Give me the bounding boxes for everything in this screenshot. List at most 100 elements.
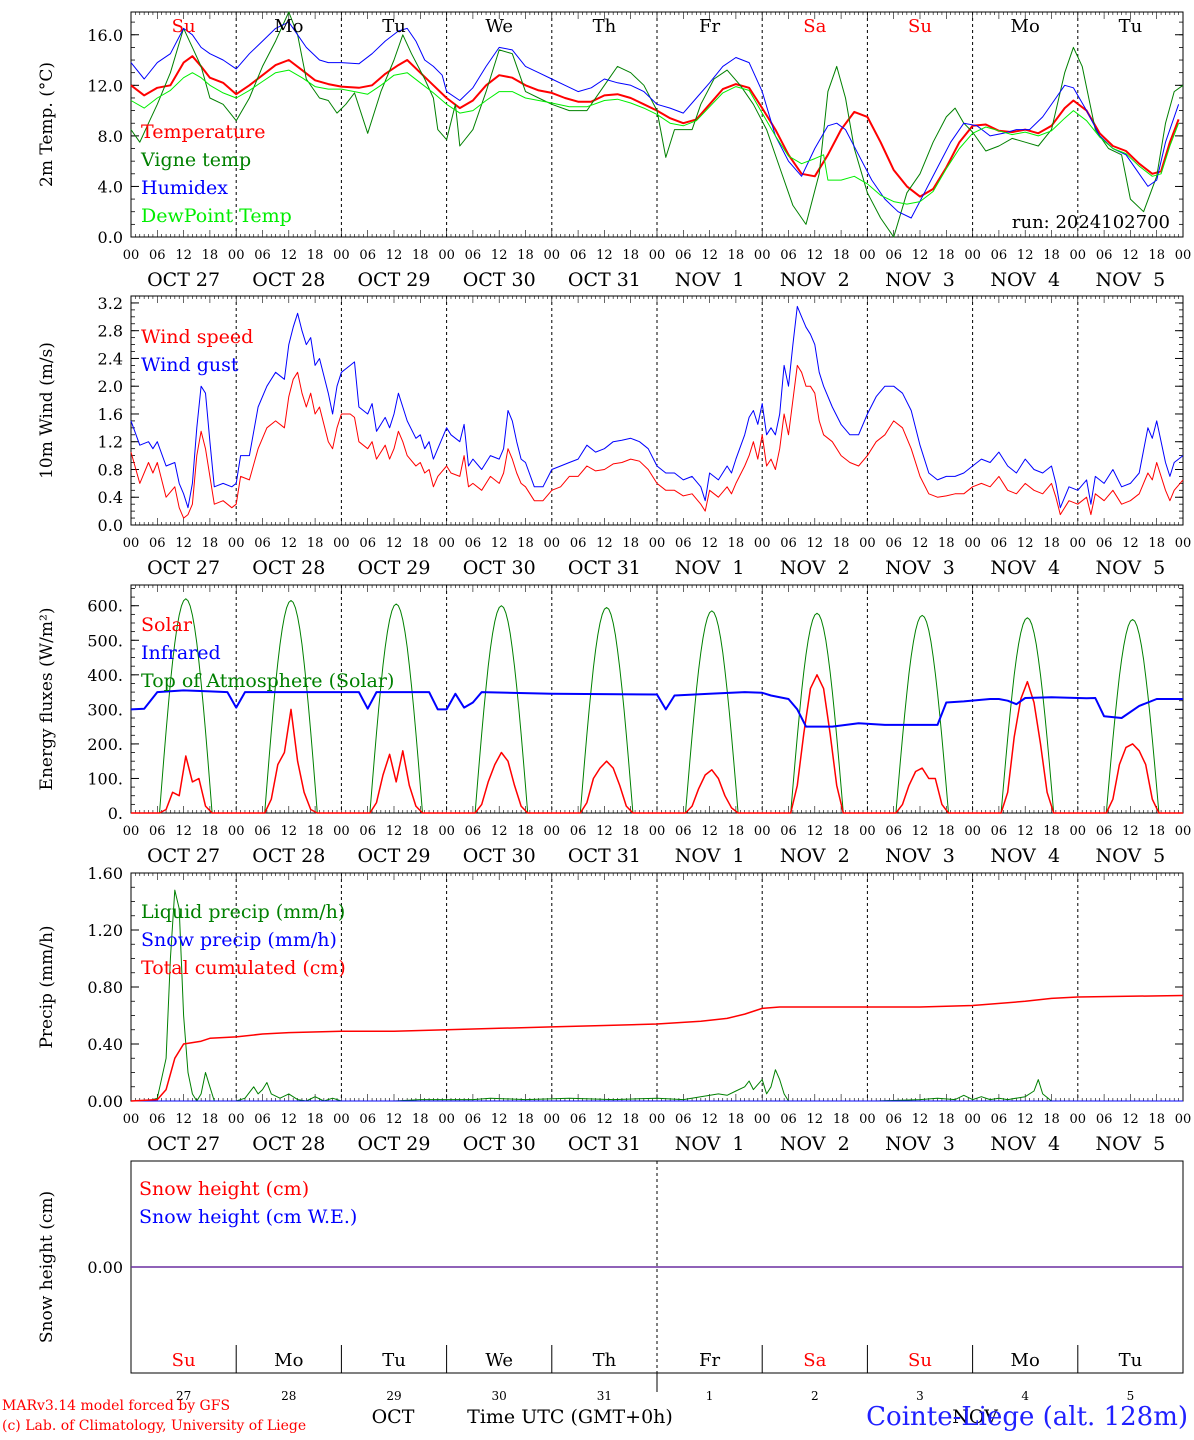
- day-number: 4: [1021, 1389, 1029, 1403]
- legend-entry: Solar: [141, 614, 193, 636]
- y-tick-label: 0.00: [87, 1258, 123, 1277]
- hour-label: 18: [517, 248, 534, 263]
- y-tick-label: 1.20: [87, 921, 123, 940]
- hour-label: 06: [465, 824, 482, 839]
- y-tick-label: 0.8: [98, 460, 123, 479]
- hour-label: 06: [254, 1112, 271, 1127]
- series-line: [130, 994, 1184, 1102]
- hour-label: 00: [228, 248, 245, 263]
- hour-label: 00: [754, 1112, 771, 1127]
- hour-label: 18: [728, 824, 745, 839]
- hour-label: 18: [307, 248, 324, 263]
- date-label: OCT 27: [147, 557, 220, 579]
- series-line: [131, 674, 1183, 814]
- day-label: Tu: [1119, 16, 1143, 37]
- hour-label: 00: [754, 536, 771, 551]
- date-label: NOV 2: [780, 557, 850, 579]
- hour-label: 18: [833, 248, 850, 263]
- date-label: NOV 4: [990, 845, 1060, 867]
- hour-label: 18: [728, 248, 745, 263]
- date-label: NOV 1: [675, 269, 745, 291]
- y-tick-label: 0.80: [87, 978, 123, 997]
- hour-label: 00: [123, 536, 140, 551]
- run-label: run: 2024102700: [1012, 212, 1170, 233]
- hour-label: 06: [885, 824, 902, 839]
- hour-label: 12: [807, 248, 824, 263]
- day-label: We: [485, 1350, 513, 1371]
- hour-label: 00: [544, 1112, 561, 1127]
- legend-entry: Temperature: [141, 121, 265, 143]
- date-label: NOV 4: [990, 557, 1060, 579]
- date-label: OCT 30: [463, 1133, 536, 1155]
- hour-label: 06: [1096, 248, 1113, 263]
- day-label: Mo: [1011, 16, 1040, 37]
- date-label: OCT 29: [357, 269, 430, 291]
- hour-label: 12: [1017, 824, 1034, 839]
- hour-label: 12: [701, 1112, 718, 1127]
- date-label: OCT 27: [147, 269, 220, 291]
- y-tick-label: 100.: [87, 769, 123, 788]
- hour-label: 06: [675, 536, 692, 551]
- date-label: OCT 31: [568, 1133, 641, 1155]
- y-tick-label: 0.0: [98, 228, 123, 247]
- hour-label: 00: [964, 824, 981, 839]
- day-label: Su: [172, 16, 196, 37]
- hour-label: 12: [596, 536, 613, 551]
- date-label: OCT 31: [568, 269, 641, 291]
- hour-label: 18: [202, 1112, 219, 1127]
- hour-label: 00: [649, 248, 666, 263]
- hour-label: 06: [149, 536, 166, 551]
- y-tick-label: 2.8: [98, 322, 123, 341]
- hour-label: 06: [570, 824, 587, 839]
- y-tick-label: 2.0: [98, 377, 123, 396]
- y-tick-label: 12.0: [87, 76, 123, 95]
- date-label: NOV 5: [1096, 557, 1166, 579]
- legend-entry: Liquid precip (mm/h): [141, 901, 345, 923]
- day-label: Fr: [699, 16, 720, 37]
- hour-label: 06: [359, 824, 376, 839]
- hour-label: 00: [333, 824, 350, 839]
- hour-label: 12: [807, 824, 824, 839]
- hour-label: 00: [123, 824, 140, 839]
- hour-label: 00: [859, 1112, 876, 1127]
- hour-label: 12: [175, 824, 192, 839]
- hour-label: 06: [780, 1112, 797, 1127]
- date-label: OCT 28: [252, 1133, 325, 1155]
- hour-label: 12: [1017, 248, 1034, 263]
- series-line: [130, 55, 1180, 198]
- date-label: NOV 3: [885, 1133, 955, 1155]
- plot-frame: [130, 11, 1184, 238]
- hour-label: 18: [622, 824, 639, 839]
- legend-entry: Snow precip (mm/h): [141, 929, 337, 951]
- day-label: Sa: [803, 16, 826, 37]
- day-number: 5: [1127, 1389, 1135, 1403]
- hour-label: 06: [780, 248, 797, 263]
- model-credit: MARv3.14 model forced by GFS: [2, 1398, 231, 1414]
- hour-label: 12: [1122, 1112, 1139, 1127]
- hour-label: 00: [859, 536, 876, 551]
- hour-label: 18: [202, 536, 219, 551]
- hour-label: 06: [465, 1112, 482, 1127]
- y-tick-label: 4.0: [98, 177, 123, 196]
- hour-label: 12: [281, 536, 298, 551]
- hour-label: 18: [1148, 536, 1165, 551]
- legend-entry: Top of Atmosphere (Solar): [141, 670, 394, 692]
- hour-label: 12: [386, 824, 403, 839]
- y-tick-label: 0.0: [98, 516, 123, 535]
- day-label: Su: [908, 16, 932, 37]
- day-label: Th: [593, 16, 617, 37]
- y-tick-label: 0.40: [87, 1035, 123, 1054]
- hour-label: 18: [412, 248, 429, 263]
- hour-label: 18: [833, 536, 850, 551]
- hour-label: 00: [228, 1112, 245, 1127]
- y-axis-label: Snow height (cm): [37, 1191, 57, 1343]
- day-label: Tu: [1119, 1350, 1143, 1371]
- month-label: OCT: [372, 1406, 415, 1428]
- date-label: OCT 29: [357, 1133, 430, 1155]
- day-number: 28: [281, 1389, 296, 1403]
- hour-label: 12: [281, 248, 298, 263]
- y-tick-label: 16.0: [87, 26, 123, 45]
- day-label: Tu: [382, 16, 406, 37]
- day-label: Su: [172, 1350, 196, 1371]
- date-label: NOV 4: [990, 1133, 1060, 1155]
